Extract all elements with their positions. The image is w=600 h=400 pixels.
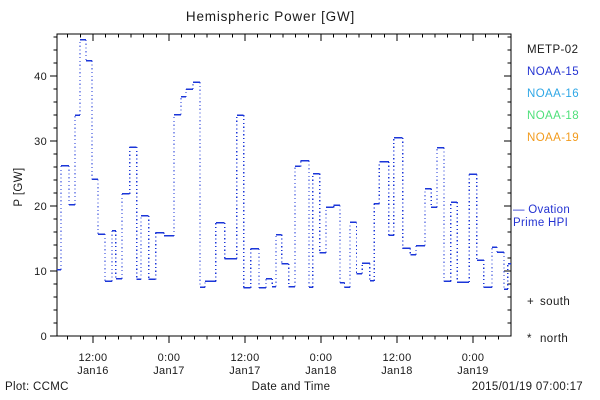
legend-item-noaa16: NOAA-16 — [527, 88, 580, 100]
svg-text:12:00: 12:00 — [382, 352, 411, 364]
legend-item-noaa15: NOAA-15 — [527, 66, 580, 78]
legend-ovation-prime-hpi: — Ovation Prime HPI — [513, 204, 570, 229]
svg-text:20: 20 — [34, 201, 47, 213]
legend-item-metp02: METP-02 — [527, 44, 579, 56]
marker-south-label: south — [540, 296, 571, 308]
plot-credit: Plot: CCMC — [5, 381, 69, 393]
svg-text:Jan19: Jan19 — [457, 365, 488, 377]
y-axis-ticks — [50, 36, 511, 337]
asterisk-symbol: * — [527, 333, 532, 345]
svg-text:0:00: 0:00 — [310, 352, 333, 364]
ovation-line2: Prime HPI — [513, 216, 569, 229]
x-axis-tick-labels: 12:00Jan160:00Jan1712:00Jan170:00Jan1812… — [77, 352, 488, 377]
svg-text:Jan17: Jan17 — [153, 365, 184, 377]
ovation-line1: — Ovation — [513, 204, 571, 216]
plot-timestamp: 2015/01/19 07:00:17 — [471, 381, 583, 393]
legend-marker-north: * north — [527, 333, 568, 345]
legend-item-noaa19: NOAA-19 — [527, 132, 580, 144]
svg-text:12:00: 12:00 — [78, 352, 107, 364]
svg-text:0:00: 0:00 — [462, 352, 485, 364]
legend-item-noaa18: NOAA-18 — [527, 110, 580, 122]
svg-text:30: 30 — [34, 136, 47, 148]
x-axis-label: Date and Time — [251, 381, 331, 393]
x-axis-ticks — [67, 34, 499, 343]
y-axis-tick-labels: 0 10 20 30 40 — [34, 71, 47, 343]
svg-text:0: 0 — [41, 331, 47, 343]
svg-text:Jan17: Jan17 — [229, 365, 260, 377]
marker-north-label: north — [540, 333, 569, 345]
data-series-ovation-prime-hpi — [56, 39, 511, 290]
svg-text:Jan18: Jan18 — [305, 365, 336, 377]
svg-text:Jan18: Jan18 — [381, 365, 412, 377]
svg-text:12:00: 12:00 — [230, 352, 259, 364]
svg-text:40: 40 — [34, 71, 47, 83]
svg-text:Jan16: Jan16 — [77, 365, 108, 377]
svg-text:10: 10 — [34, 266, 47, 278]
chart-title: Hemispheric Power [GW] — [185, 9, 356, 24]
svg-text:0:00: 0:00 — [158, 352, 181, 364]
legend-marker-south: + south — [527, 296, 570, 308]
plot-frame — [56, 33, 512, 337]
plus-symbol: + — [527, 296, 535, 308]
